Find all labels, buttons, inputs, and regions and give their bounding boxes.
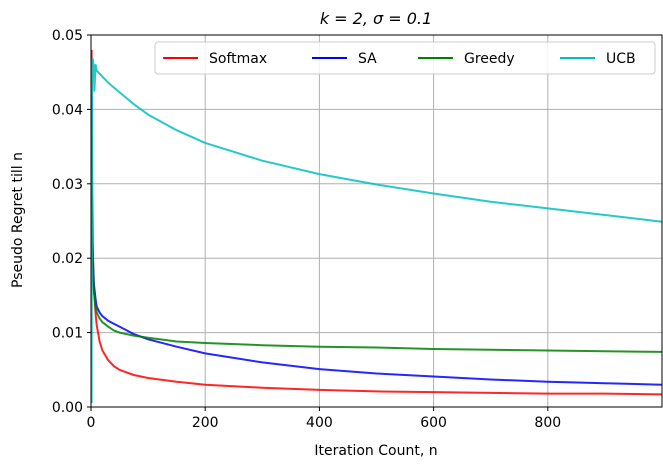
plot-frame [90, 34, 663, 408]
x-tick-label: 400 [306, 415, 333, 431]
legend-label-softmax: Softmax [209, 51, 267, 67]
chart-title: k = 2, σ = 0.1 [320, 9, 432, 28]
y-tick-label: 0.03 [52, 177, 83, 193]
x-tick-label: 200 [192, 415, 219, 431]
ticks: 0 200 400 600 800 0.00 0.01 0.02 0.03 0.04 0.05 [52, 28, 561, 431]
x-axis-label: Iteration Count, n [314, 443, 437, 459]
y-axis-label: Pseudo Regret till n [10, 152, 26, 288]
x-tick-label: 800 [534, 415, 561, 431]
series-line-softmax [90, 49, 663, 396]
series-group [90, 49, 663, 404]
x-tick-label: 600 [420, 415, 447, 431]
series-line-ucb [90, 57, 663, 404]
y-tick-label: 0.05 [52, 28, 83, 44]
y-tick-label: 0.02 [52, 251, 83, 267]
y-tick-label: 0.01 [52, 326, 83, 342]
legend-label-sa: SA [358, 51, 377, 67]
series-line-greedy [90, 109, 663, 353]
legend-box [154, 41, 656, 75]
legend-label-ucb: UCB [606, 51, 636, 67]
x-tick-label: 0 [87, 415, 96, 431]
legend: Softmax SA Greedy UCB [154, 41, 656, 75]
y-tick-label: 0.00 [52, 400, 83, 416]
y-tick-label: 0.04 [52, 102, 83, 118]
legend-label-greedy: Greedy [464, 51, 515, 67]
